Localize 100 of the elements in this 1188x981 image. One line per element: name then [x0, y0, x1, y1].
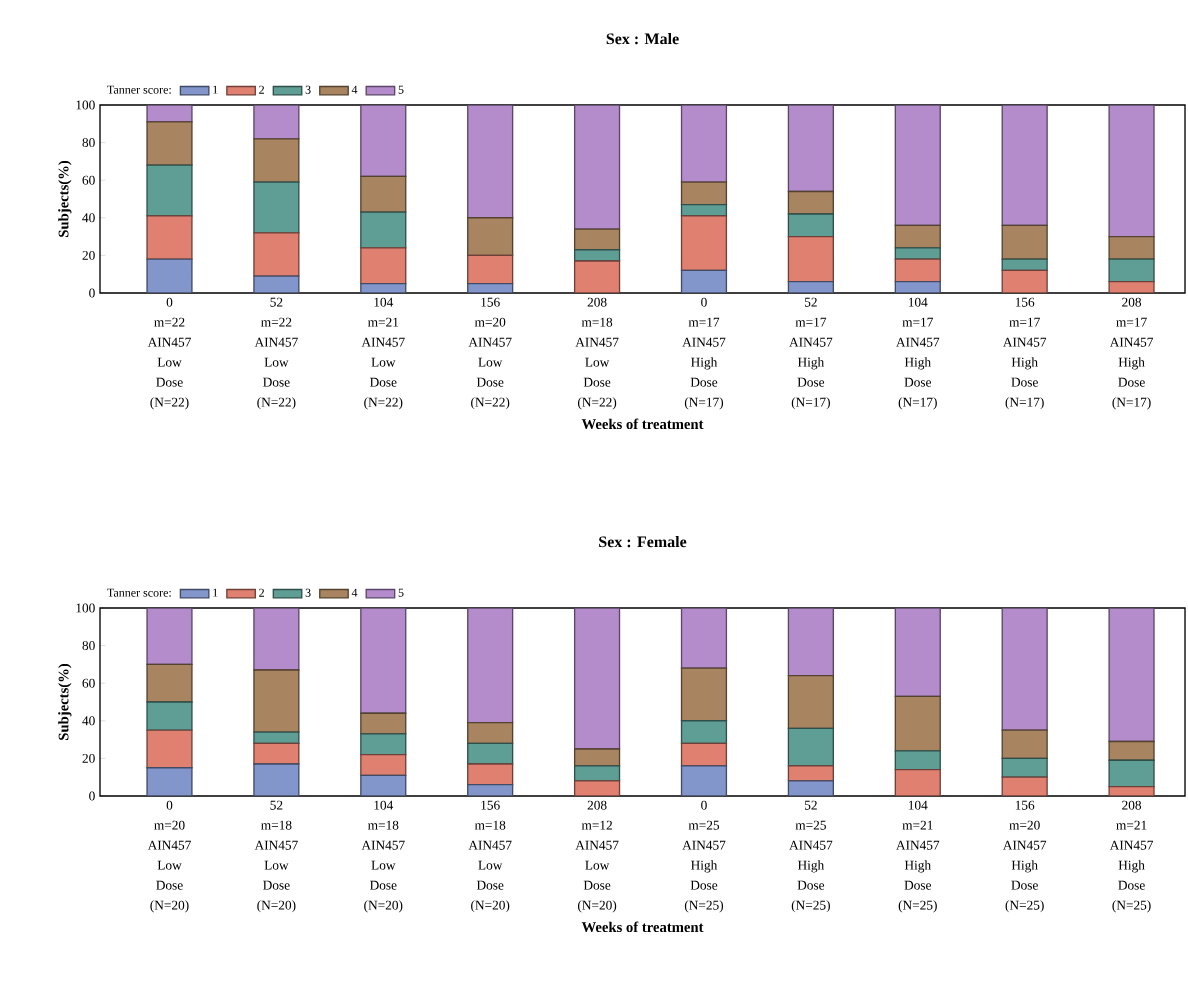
- y-axis-title: Subjects(%): [58, 160, 72, 237]
- bar: [787, 675, 834, 729]
- y-tick-label: 100: [76, 603, 95, 613]
- bar: [573, 228, 621, 251]
- x-tick-label: 52 m=18 AIN457 Low Dose (N=20): [254, 800, 298, 913]
- bar: [680, 667, 728, 722]
- x-tick-label: 104 m=17 AIN457 High Dose (N=17): [896, 297, 940, 410]
- y-tick-label: 80: [82, 138, 95, 148]
- bar: [787, 607, 834, 677]
- bar: [680, 607, 728, 669]
- bar: [253, 731, 300, 745]
- y-tick-label: 100: [76, 100, 95, 110]
- bar: [680, 215, 728, 272]
- bar: [894, 258, 941, 283]
- bar: [1108, 759, 1155, 788]
- x-tick-label: 104 m=21 AIN457 High Dose (N=25): [896, 800, 940, 913]
- bar: [146, 767, 193, 796]
- bar: [146, 258, 193, 293]
- x-tick-label: 208 m=18 AIN457 Low Dose (N=22): [575, 297, 619, 410]
- x-tick-label: 104 m=18 AIN457 Low Dose (N=20): [361, 800, 405, 913]
- bar: [1001, 607, 1048, 731]
- bar: [680, 104, 728, 183]
- x-axis-title: Weeks of treatment: [581, 921, 704, 933]
- bar: [894, 750, 941, 771]
- bar: [1001, 729, 1048, 760]
- bar: [360, 753, 407, 776]
- bar: [787, 104, 834, 193]
- x-tick-label: 104 m=21 AIN457 Low Dose (N=22): [361, 297, 405, 410]
- x-tick-label: 208 m=12 AIN457 Low Dose (N=20): [575, 800, 619, 913]
- bar: [253, 763, 300, 796]
- bar: [680, 720, 728, 745]
- bar: [787, 727, 834, 767]
- bar: [1108, 235, 1155, 260]
- bar: [894, 224, 941, 249]
- bar: [1108, 258, 1155, 283]
- bar: [146, 701, 193, 731]
- x-tick-label: 52 m=22 AIN457 Low Dose (N=22): [254, 297, 298, 410]
- bar: [680, 765, 728, 796]
- bar: [894, 104, 941, 226]
- bar: [573, 748, 621, 767]
- y-tick-label: 40: [82, 213, 95, 223]
- bar: [467, 763, 514, 786]
- y-tick-label: 0: [89, 791, 95, 801]
- bar: [360, 712, 407, 735]
- y-tick-label: 20: [82, 250, 95, 260]
- bar: [467, 104, 514, 219]
- legend-label: 3: [305, 588, 311, 597]
- legend-label: 5: [398, 588, 404, 597]
- x-tick-label: 0 m=22 AIN457 Low Dose (N=22): [147, 297, 191, 410]
- x-tick-label: 156 m=17 AIN457 High Dose (N=17): [1002, 297, 1047, 410]
- chart-title: Sex : Female: [599, 535, 687, 548]
- x-tick-label: 0 m=25 AIN457 High Dose (N=25): [682, 800, 726, 913]
- legend-label: 2: [259, 85, 264, 94]
- y-tick-label: 60: [82, 175, 95, 185]
- bar: [253, 138, 300, 183]
- bar: [253, 181, 300, 234]
- bar: [360, 733, 407, 756]
- bar: [680, 742, 728, 767]
- bar: [1108, 607, 1155, 743]
- bar: [467, 607, 514, 724]
- x-axis-title: Weeks of treatment: [581, 418, 704, 430]
- bar: [573, 780, 621, 796]
- bar: [1108, 104, 1155, 238]
- bar: [680, 181, 728, 206]
- x-tick-label: 52 m=17 AIN457 High Dose (N=17): [789, 297, 833, 410]
- bar: [573, 260, 621, 293]
- bar: [360, 104, 407, 178]
- bar: [1001, 757, 1048, 778]
- bar: [1108, 740, 1155, 761]
- bar: [146, 164, 193, 217]
- bar: [146, 607, 193, 666]
- bar: [253, 669, 300, 733]
- bar: [787, 765, 834, 782]
- legend-title: Tanner score:: [107, 588, 171, 597]
- bar: [360, 607, 407, 714]
- bar: [787, 190, 834, 215]
- bar: [360, 175, 407, 213]
- chart-title: Sex : Male: [606, 32, 679, 45]
- bar: [360, 247, 407, 285]
- x-tick-label: 0 m=17 AIN457 High Dose (N=17): [682, 297, 726, 410]
- bar: [894, 769, 941, 796]
- bar: [573, 104, 621, 230]
- bar: [1001, 224, 1048, 260]
- bar: [573, 765, 621, 782]
- legend-label: 5: [398, 85, 404, 94]
- legend-label: 2: [259, 588, 264, 597]
- legend-label: 4: [351, 588, 358, 597]
- bar: [253, 104, 300, 140]
- bar: [467, 722, 514, 745]
- y-tick-label: 60: [82, 678, 95, 688]
- bar: [894, 607, 941, 698]
- legend-label: 4: [351, 85, 358, 94]
- bar: [467, 217, 514, 257]
- x-tick-label: 156 m=18 AIN457 Low Dose (N=20): [468, 800, 512, 913]
- bar: [467, 742, 514, 765]
- bar: [1001, 776, 1048, 796]
- y-axis-title: Subjects(%): [58, 663, 72, 740]
- y-tick-label: 20: [82, 753, 95, 763]
- x-tick-label: 208 m=21 AIN457 High Dose (N=25): [1109, 800, 1154, 913]
- bar: [467, 254, 514, 285]
